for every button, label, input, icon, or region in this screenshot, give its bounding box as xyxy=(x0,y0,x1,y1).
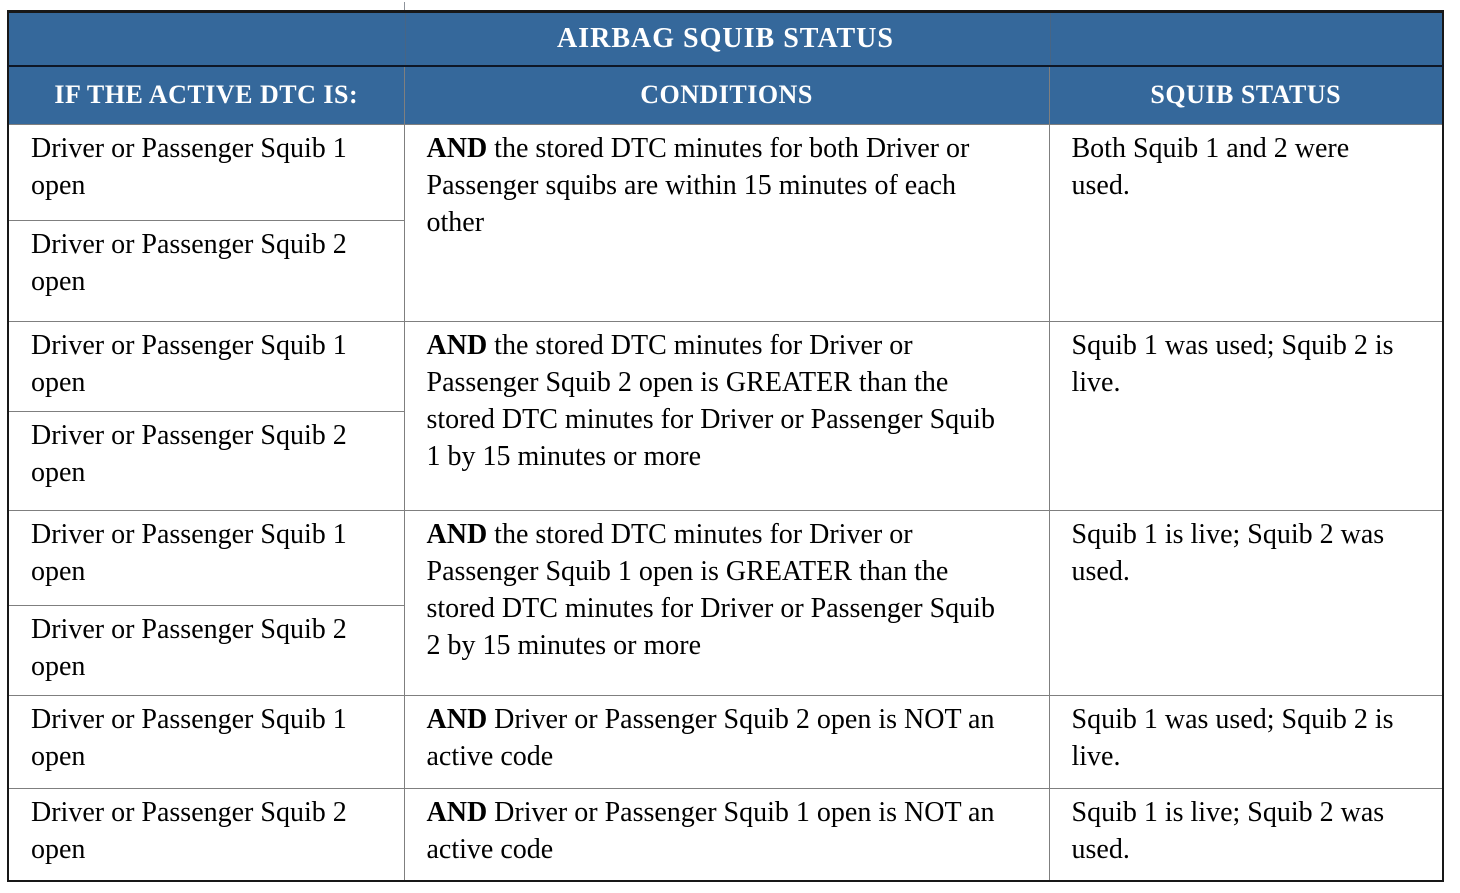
dtc-cell: Driver or Passenger Squib 2 open xyxy=(7,220,405,322)
status-cell: Squib 1 is live; Squib 2 was used. xyxy=(1048,788,1444,881)
status-cell: Both Squib 1 and 2 were used. xyxy=(1048,124,1444,322)
dtc-cell: Driver or Passenger Squib 1 open xyxy=(7,321,405,412)
airbag-squib-status-table: AIRBAG SQUIB STATUS IF THE ACTIVE DTC IS… xyxy=(7,10,1445,882)
dtc-cell: Driver or Passenger Squib 1 open xyxy=(7,510,405,606)
table-row: Driver or Passenger Squib 2 open xyxy=(7,220,1443,322)
column-divider-tick xyxy=(404,2,405,11)
dtc-cell: Driver or Passenger Squib 1 open xyxy=(7,695,405,789)
column-header-active-dtc: IF THE ACTIVE DTC IS: xyxy=(7,65,405,125)
condition-text: the stored DTC minutes for Driver or Pas… xyxy=(426,330,995,472)
dtc-cell: Driver or Passenger Squib 2 open xyxy=(7,788,405,881)
conditions-cell: AND the stored DTC minutes for both Driv… xyxy=(403,124,1050,322)
table-row: Driver or Passenger Squib 2 open xyxy=(7,605,1443,696)
condition-text: Driver or Passenger Squib 2 open is NOT … xyxy=(426,704,995,772)
and-keyword: AND xyxy=(426,330,488,361)
column-header-squib-status: SQUIB STATUS xyxy=(1048,65,1444,125)
and-keyword: AND xyxy=(426,704,488,735)
condition-text: the stored DTC minutes for both Driver o… xyxy=(426,133,970,238)
status-cell: Squib 1 was used; Squib 2 is live. xyxy=(1048,321,1444,511)
status-cell: Squib 1 is live; Squib 2 was used. xyxy=(1048,510,1444,696)
table-row: Driver or Passenger Squib 2 open AND Dri… xyxy=(7,788,1444,881)
and-keyword: AND xyxy=(426,797,488,828)
and-keyword: AND xyxy=(426,519,488,550)
conditions-cell: AND the stored DTC minutes for Driver or… xyxy=(403,510,1050,696)
table-row: Driver or Passenger Squib 1 open AND Dri… xyxy=(7,695,1444,789)
table-title-row: AIRBAG SQUIB STATUS xyxy=(7,11,1444,67)
dtc-cell: Driver or Passenger Squib 1 open xyxy=(7,124,405,221)
condition-text: Driver or Passenger Squib 1 open is NOT … xyxy=(426,797,995,865)
status-cell: Squib 1 was used; Squib 2 is live. xyxy=(1048,695,1444,789)
table-row: Driver or Passenger Squib 1 open AND the… xyxy=(7,124,1444,322)
table-row: Driver or Passenger Squib 1 open AND the… xyxy=(7,510,1444,696)
dtc-cell: Driver or Passenger Squib 2 open xyxy=(7,411,405,511)
conditions-cell: AND Driver or Passenger Squib 1 open is … xyxy=(403,788,1050,881)
conditions-cell: AND Driver or Passenger Squib 2 open is … xyxy=(403,695,1050,789)
table-header-row: IF THE ACTIVE DTC IS: CONDITIONS SQUIB S… xyxy=(7,65,1444,125)
dtc-cell: Driver or Passenger Squib 2 open xyxy=(7,605,405,696)
column-header-conditions: CONDITIONS xyxy=(403,65,1050,125)
table-row: Driver or Passenger Squib 1 open AND the… xyxy=(7,321,1444,511)
and-keyword: AND xyxy=(426,133,488,164)
conditions-cell: AND the stored DTC minutes for Driver or… xyxy=(403,321,1050,511)
table-title: AIRBAG SQUIB STATUS xyxy=(7,11,1444,67)
condition-text: the stored DTC minutes for Driver or Pas… xyxy=(426,519,995,661)
